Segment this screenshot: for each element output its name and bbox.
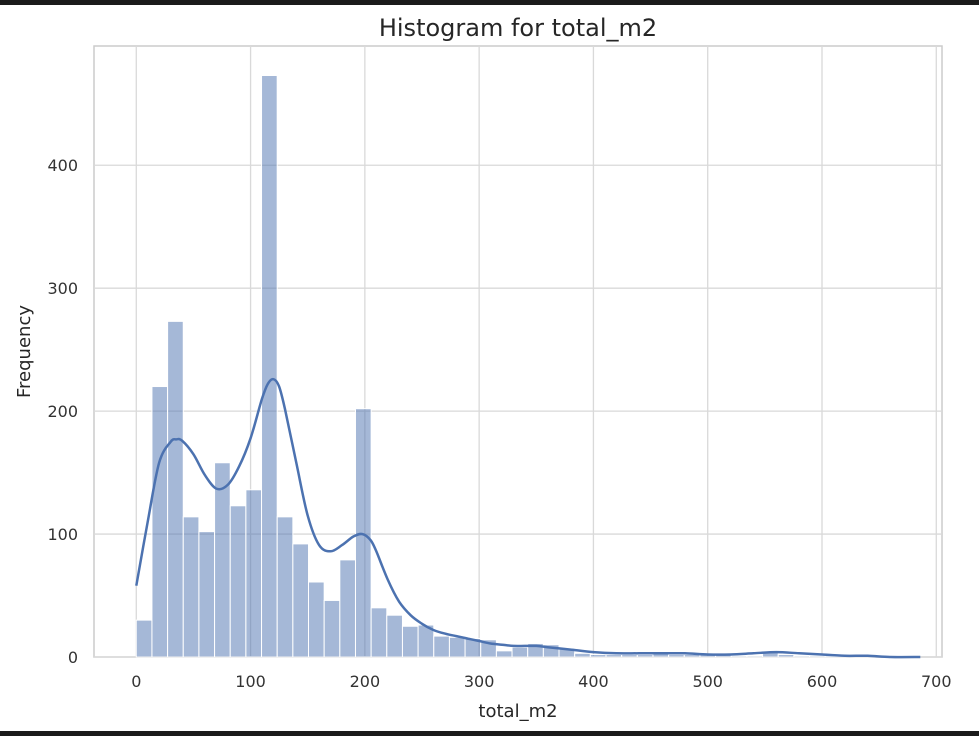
x-tick-label: 0: [131, 672, 141, 691]
histogram-bar: [151, 386, 169, 658]
x-tick-label: 700: [921, 672, 952, 691]
histogram-bar: [605, 654, 623, 658]
histogram-bar: [354, 408, 372, 658]
y-tick-label: 0: [68, 648, 78, 667]
histogram-bar: [793, 655, 811, 658]
histogram-bar: [495, 650, 513, 658]
histogram-bar: [777, 654, 795, 658]
chart-frame: 0 100 200 300 400 500 600 700 0 100 200 300 400 His…: [0, 5, 979, 731]
x-tick-label: 200: [350, 672, 381, 691]
y-axis-label: Frequency: [14, 305, 35, 398]
histogram-bar: [730, 655, 748, 658]
histogram-chart: 0 100 200 300 400 500 600 700 0 100 200 300 400 His…: [14, 14, 952, 722]
histogram-bar: [339, 559, 356, 658]
y-tick-labels: 0 100 200 300 400: [47, 156, 78, 667]
histogram-bar: [182, 516, 200, 658]
histogram-bar: [245, 489, 263, 658]
histogram-bar: [214, 462, 231, 658]
histogram-bar: [511, 646, 529, 658]
x-tick-label: 300: [464, 672, 495, 691]
x-tick-labels: 0 100 200 300 400 500 600 700: [131, 672, 951, 691]
x-tick-label: 600: [807, 672, 838, 691]
histogram-bar: [621, 654, 638, 658]
y-tick-label: 100: [47, 525, 78, 544]
histogram-bar: [746, 655, 764, 658]
x-axis-label: total_m2: [478, 701, 557, 722]
histogram-bar: [589, 654, 607, 658]
histogram-bar: [668, 654, 685, 658]
histogram-bar: [574, 652, 591, 658]
histogram-bar: [370, 607, 388, 658]
histogram-bar: [261, 75, 278, 658]
histogram-bar: [636, 654, 654, 658]
histogram-bar: [323, 599, 341, 658]
y-tick-label: 300: [47, 279, 78, 298]
histogram-bar: [198, 531, 216, 658]
histogram-bars: [135, 75, 920, 658]
histogram-bar: [433, 635, 450, 658]
histogram-bar: [135, 619, 153, 658]
histogram-bar: [401, 625, 419, 658]
histogram-bar: [386, 614, 403, 658]
histogram-bar: [809, 655, 826, 658]
x-tick-label: 400: [578, 672, 609, 691]
x-tick-label: 100: [235, 672, 266, 691]
histogram-bar: [276, 516, 294, 658]
x-tick-label: 500: [692, 672, 723, 691]
y-tick-label: 400: [47, 156, 78, 175]
histogram-bar: [167, 320, 184, 658]
kde-curve: [135, 377, 921, 659]
histogram-bar: [308, 581, 325, 658]
histogram-bar: [448, 636, 466, 658]
y-tick-label: 200: [47, 402, 78, 421]
histogram-bar: [292, 543, 310, 658]
chart-title: Histogram for total_m2: [379, 14, 657, 42]
histogram-bar: [229, 505, 247, 658]
